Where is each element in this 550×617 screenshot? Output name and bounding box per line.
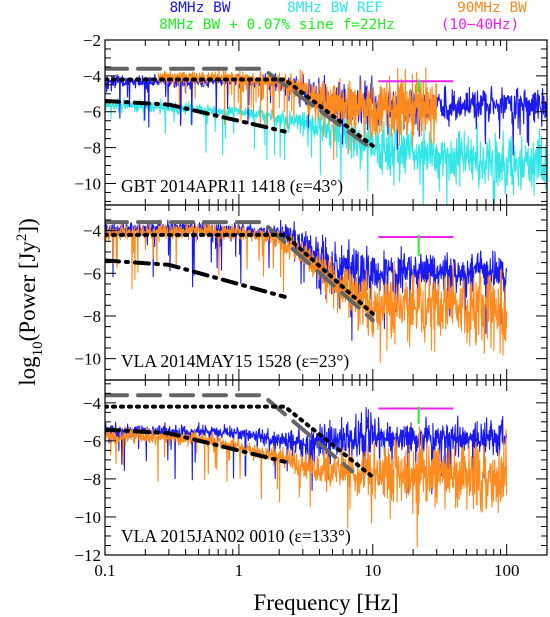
y-axis-title-superscript: 2 bbox=[14, 234, 30, 242]
model-line-dash bbox=[105, 393, 355, 474]
spectrum-series-2 bbox=[105, 220, 508, 364]
panel-2: −4 −6 −8 −10 VLA 2014MAY15 1528 (ε=23°) bbox=[74, 204, 548, 381]
y-tick-label: −2 bbox=[83, 31, 101, 50]
panel-label: VLA 2015JAN02 0010 (ε=133°) bbox=[121, 526, 351, 546]
model-line-dashdot bbox=[105, 427, 287, 464]
y-tick-label: −10 bbox=[74, 508, 101, 527]
model-line-dash bbox=[105, 220, 375, 323]
spectrum-series-1 bbox=[105, 219, 508, 341]
y-tick-label: −10 bbox=[74, 174, 101, 193]
panel-frame bbox=[104, 379, 548, 556]
x-tick-label: 0.1 bbox=[94, 561, 115, 580]
legend-90mhz-bw: 90MHz BW bbox=[457, 0, 527, 16]
panel-3: −4 −6 −8 −10 −12 VLA 2015JAN02 0010 (ε=133°) bbox=[74, 379, 548, 565]
panel-label: VLA 2014MAY15 1528 (ε=23°) bbox=[121, 351, 349, 371]
y-tick-label: −10 bbox=[74, 350, 101, 369]
y-tick-label: −6 bbox=[83, 264, 101, 283]
y-tick-label: −4 bbox=[83, 222, 102, 241]
model-line-dot bbox=[105, 77, 375, 148]
x-tick-label: 100 bbox=[494, 561, 520, 580]
x-tick-label: 10 bbox=[364, 561, 381, 580]
model-line-dashdot bbox=[105, 99, 287, 134]
panel-2-plot-area bbox=[105, 219, 508, 364]
y-tick-label: −4 bbox=[83, 67, 102, 86]
x-tick-label: 1 bbox=[235, 561, 244, 580]
panel-1: −2 −4 −6 −8 −10 GBT 2014APR11 1418 (ε=43°) bbox=[74, 31, 548, 206]
panel-label: GBT 2014APR11 1418 (ε=43°) bbox=[121, 176, 343, 196]
y-tick-label: −8 bbox=[83, 470, 101, 489]
legend-band: (10−40Hz) bbox=[441, 17, 520, 33]
y-tick-label: −8 bbox=[83, 307, 101, 326]
model-line-dash bbox=[105, 66, 375, 152]
y-tick-label: −12 bbox=[74, 546, 101, 565]
y-tick-label: −6 bbox=[83, 432, 101, 451]
y-tick-label: −4 bbox=[83, 394, 102, 413]
x-axis-title: Frequency [Hz] bbox=[254, 590, 399, 615]
y-tick-label: −6 bbox=[83, 103, 101, 122]
model-line-dot bbox=[105, 404, 375, 479]
y-axis-title-subscript: 10 bbox=[30, 341, 46, 356]
model-line-dashdot bbox=[105, 258, 287, 299]
y-axis-title: log10(Power [Jy2]) bbox=[14, 218, 46, 386]
model-line-dot bbox=[105, 232, 375, 316]
legend: 8MHz BW 8MHz BW REF 90MHz BW 8MHz BW + 0… bbox=[159, 0, 527, 33]
legend-8mhz-bw-ref: 8MHz BW REF bbox=[287, 0, 383, 16]
legend-sine: 8MHz BW + 0.07% sine f=22Hz bbox=[159, 17, 395, 33]
y-tick-label: −8 bbox=[83, 139, 101, 158]
panel-3-plot-area bbox=[105, 393, 508, 548]
y-axis-title-prefix: log bbox=[15, 356, 40, 386]
panel-1-plot-area bbox=[105, 66, 547, 205]
legend-8mhz-bw: 8MHz BW bbox=[169, 0, 230, 16]
spectrum-series-1 bbox=[105, 97, 547, 205]
y-axis-title-suffix: ]) bbox=[15, 218, 40, 233]
spectrum-series-2 bbox=[105, 426, 508, 548]
y-axis-title-mid: (Power [Jy bbox=[15, 241, 40, 342]
